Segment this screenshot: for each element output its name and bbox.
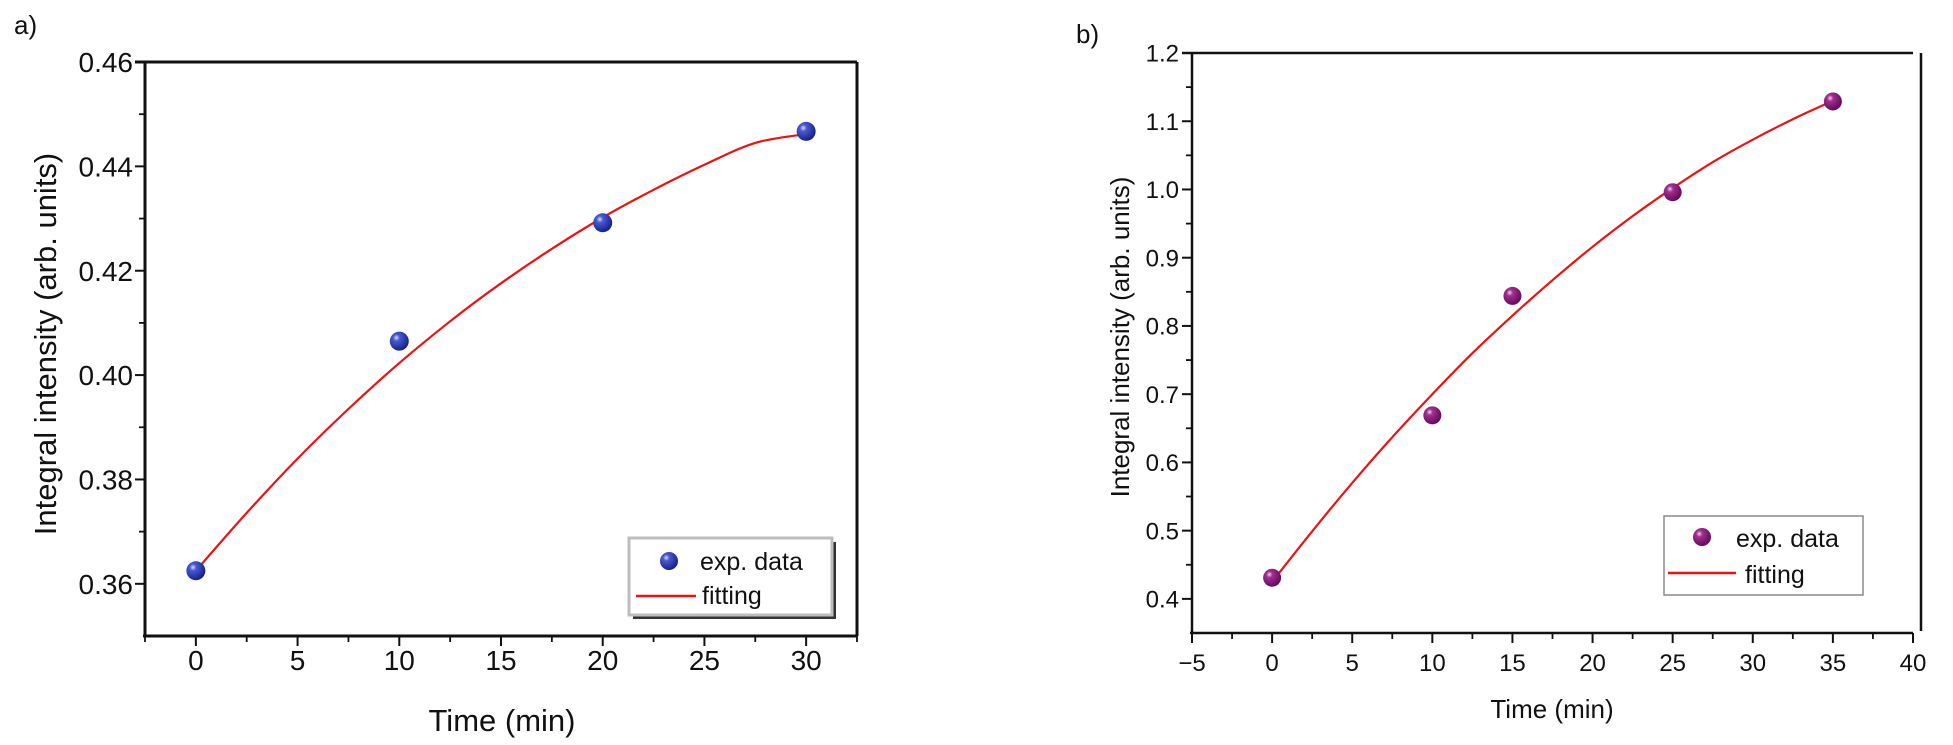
x-tick-label: 5 [290,645,306,676]
x-tick-label: 30 [791,645,822,676]
x-tick-label: 35 [1820,650,1847,677]
x-tick-label: 10 [384,645,415,676]
fitting-curve [1271,99,1834,583]
y-axis-title-a: Integral intensity (arb. units) [28,153,63,536]
data-point [1663,183,1682,202]
panel-label-b: b) [1076,19,1099,49]
x-tick-label: 20 [587,645,618,676]
y-tick-label: 0.9 [1146,245,1179,272]
y-tick-label: 0.40 [79,360,134,391]
y-tick-label: 1.1 [1146,109,1179,136]
x-tick-label: 5 [1346,650,1359,677]
legend-b-label-fit: fitting [1745,561,1805,589]
panel-b: b) −5 0 5 10 15 20 25 30 35 40 0.4 0.5 0.6 0.7 0.8 0.9 1… [1076,19,1926,724]
legend-a-box [627,536,834,617]
data-point [1263,568,1282,587]
x-tick-label: 0 [1265,650,1278,677]
y-tick-label: 0.4 [1146,587,1179,614]
panel-a: a) 0 5 10 15 20 25 300.360.380.400.420.440.46 … [14,10,859,738]
x-tick-label: 15 [1499,650,1526,677]
y-tick-label: 0.5 [1146,518,1179,545]
data-point [1503,286,1522,305]
legend-a-label-exp: exp. data [700,548,803,576]
x-tick-label: 25 [1659,650,1686,677]
legend-b-marker [1693,528,1711,546]
legend-b: exp. data fitting [1663,515,1864,596]
panel-label-a: a) [14,10,37,40]
legend-a: exp. data fitting [627,536,836,619]
data-point [1823,92,1842,111]
x-tick-label: 10 [1419,650,1446,677]
x-tick-label: 15 [485,645,516,676]
y-tick-label: 0.42 [79,256,134,287]
x-tick-label: −5 [1178,650,1205,677]
y-tick-label: 0.6 [1146,450,1179,477]
plot-area-a: 0 5 10 15 20 25 30 0.36 0.38 0.40 0.42 0.44 0.46 [79,47,859,676]
y-tick-label: 0.8 [1146,314,1179,341]
x-tick-label: 20 [1579,650,1606,677]
x-tick-label: 30 [1739,650,1766,677]
legend-a-marker [660,552,678,570]
data-point [796,121,816,141]
y-tick-label: 0.44 [79,151,134,182]
data-point [1423,406,1442,425]
y-tick-label: 0.46 [79,47,134,78]
y-tick-label: 1.2 [1146,41,1179,68]
legend-b-label-exp: exp. data [1736,525,1839,553]
data-point [186,561,206,581]
legend-b-box [1663,515,1864,596]
x-tick-label: 0 [188,645,204,676]
y-tick-label: 0.7 [1146,382,1179,409]
y-tick-label: 0.38 [79,465,134,496]
fitting-curve [195,132,807,572]
plot-area-b: −5 0 5 10 15 20 25 30 35 40 0.4 0.5 0.6 0.7 0.8 0.9 1.0 1… [1146,41,1927,677]
y-axis-title-b: Integral intensity (arb. units) [1105,177,1135,498]
data-point [389,331,409,351]
x-axis-title-b: Time (min) [1490,694,1613,724]
y-tick-label: 1.0 [1146,177,1179,204]
data-point [593,213,613,233]
x-tick-label: 25 [689,645,720,676]
x-axis-title-a: Time (min) [429,703,576,738]
x-tick-label: 40 [1900,650,1927,677]
y-tick-label: 0.36 [79,569,134,600]
legend-a-label-fit: fitting [702,582,762,610]
